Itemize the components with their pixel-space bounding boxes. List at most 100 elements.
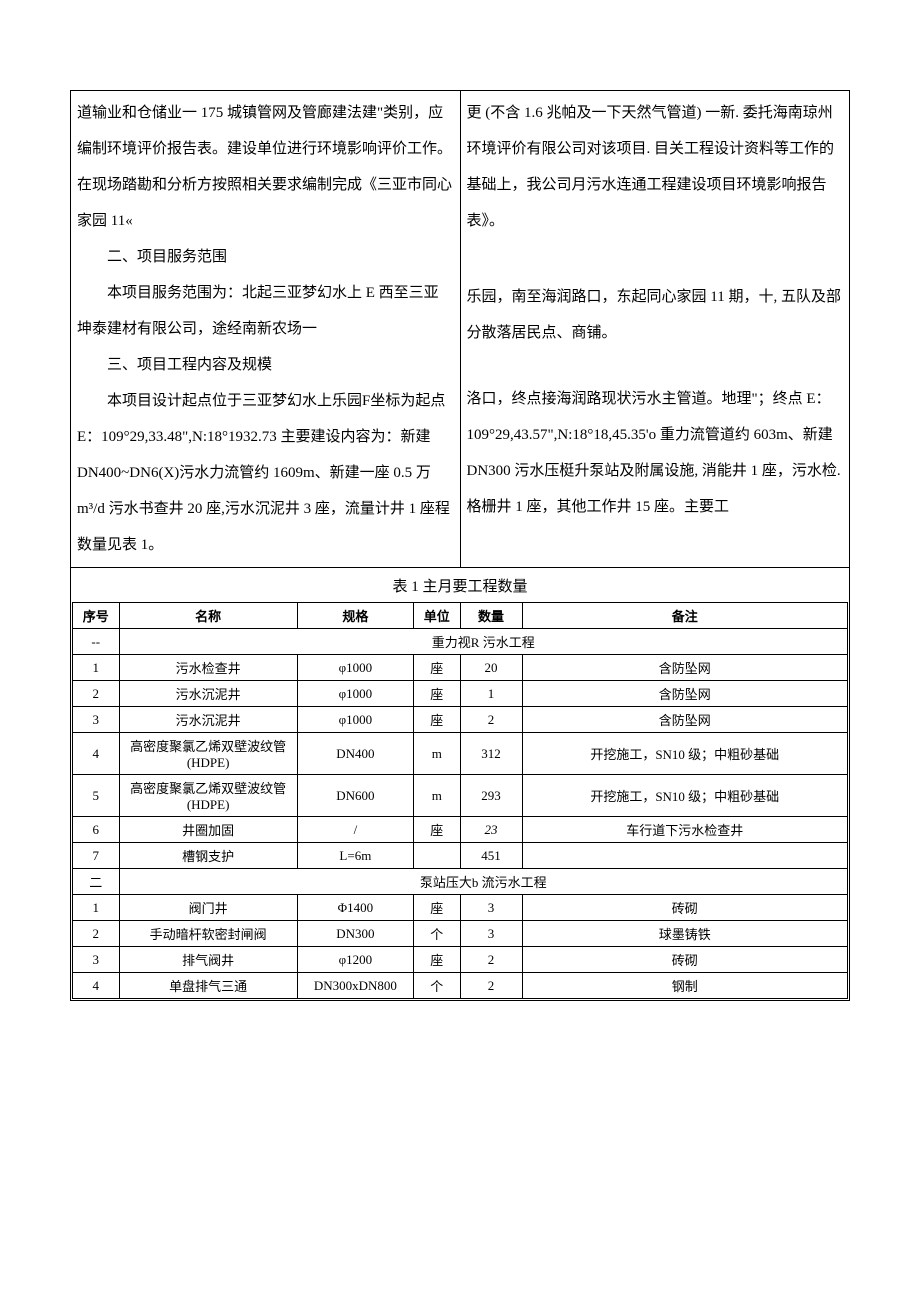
table-cell: 4 [73, 973, 120, 999]
left-p3: 本项目设计起点位于三亚梦幻水上乐园F坐标为起点 E：109°29,33.48",… [77, 383, 454, 563]
table-cell: 阀门井 [119, 895, 297, 921]
table-cell: 20 [460, 655, 522, 681]
table-cell: 个 [414, 921, 461, 947]
table-cell: 1 [73, 895, 120, 921]
table-cell: 手动暗杆软密封闸阀 [119, 921, 297, 947]
left-p1: 道输业和仓储业一 175 城镇管网及管廊建法建"类别，应编制环境评价报告表。建设… [77, 95, 454, 239]
table-cell: 污水沉泥井 [119, 681, 297, 707]
table-cell: 二 [73, 869, 120, 895]
table-cell: 1 [460, 681, 522, 707]
table-cell: DN400 [297, 733, 413, 775]
table-row: 1污水检查井φ1000座20含防坠网 [73, 655, 848, 681]
table-cell: m [414, 775, 461, 817]
table-cell: 3 [460, 895, 522, 921]
table-cell: L=6m [297, 843, 413, 869]
table-cell: 座 [414, 895, 461, 921]
table-row: 5高密度聚氯乙烯双壁波纹管(HDPE)DN600m293开挖施工，SN10 级；… [73, 775, 848, 817]
table-cell: 2 [73, 921, 120, 947]
table-cell: 槽钢支护 [119, 843, 297, 869]
table-cell: 污水检查井 [119, 655, 297, 681]
outer-frame: 道输业和仓储业一 175 城镇管网及管廊建法建"类别，应编制环境评价报告表。建设… [70, 90, 850, 1001]
table-cell: 3 [73, 707, 120, 733]
right-p2: 乐园，南至海润路口，东起同心家园 11 期，十, 五队及部分散落居民点、商铺。 [467, 279, 844, 351]
table-cell: 个 [414, 973, 461, 999]
table-cell: DN600 [297, 775, 413, 817]
table-cell: 4 [73, 733, 120, 775]
table-cell: 球墨铸铁 [522, 921, 848, 947]
table-header: 规格 [297, 603, 413, 629]
table-cell: φ1000 [297, 681, 413, 707]
table-header: 数量 [460, 603, 522, 629]
table-cell [414, 843, 461, 869]
table-row: 1阀门井Φ1400座3砖砌 [73, 895, 848, 921]
table-cell: 5 [73, 775, 120, 817]
table-cell: 2 [460, 947, 522, 973]
table-header: 序号 [73, 603, 120, 629]
table-cell: 293 [460, 775, 522, 817]
table-cell: φ1000 [297, 707, 413, 733]
table-row: 2手动暗杆软密封闸阀DN300个3球墨铸铁 [73, 921, 848, 947]
table-cell: 2 [73, 681, 120, 707]
table-cell: 高密度聚氯乙烯双壁波纹管(HDPE) [119, 733, 297, 775]
table-cell: 车行道下污水检查井 [522, 817, 848, 843]
right-p3: 洛口，终点接海润路现状污水主管道。地理"；终点 E：109°29,43.57",… [467, 381, 844, 525]
table-cell: 砖砌 [522, 895, 848, 921]
table-cell: 高密度聚氯乙烯双壁波纹管(HDPE) [119, 775, 297, 817]
table-cell: m [414, 733, 461, 775]
table-cell [522, 843, 848, 869]
table-cell: Φ1400 [297, 895, 413, 921]
table-cell: / [297, 817, 413, 843]
table-cell: 2 [460, 707, 522, 733]
table-cell: 3 [73, 947, 120, 973]
table-row: 6井圈加固/座23车行道下污水检查井 [73, 817, 848, 843]
table-cell: 含防坠网 [522, 681, 848, 707]
table-cell: 井圈加固 [119, 817, 297, 843]
right-column: 更 (不含 1.6 兆帕及一下天然气管道) 一新. 委托海南琼州环境评价有限公司… [460, 91, 850, 568]
table-row: 4单盘排气三通DN300xDN800个2钢制 [73, 973, 848, 999]
table-cell: 312 [460, 733, 522, 775]
table-cell: -- [73, 629, 120, 655]
table-cell: 6 [73, 817, 120, 843]
table-cell: φ1000 [297, 655, 413, 681]
table-cell: 1 [73, 655, 120, 681]
table-cell: 座 [414, 947, 461, 973]
table-cell: 7 [73, 843, 120, 869]
table-cell: 座 [414, 681, 461, 707]
table-row: 2污水沉泥井φ1000座1含防坠网 [73, 681, 848, 707]
left-h3: 三、项目工程内容及规模 [77, 347, 454, 383]
section-title: 重力视R 污水工程 [119, 629, 848, 655]
table-cell: DN300xDN800 [297, 973, 413, 999]
table-row: 3排气阀井φ1200座2砖砌 [73, 947, 848, 973]
left-column: 道输业和仓储业一 175 城镇管网及管廊建法建"类别，应编制环境评价报告表。建设… [71, 91, 461, 568]
table-cell: 单盘排气三通 [119, 973, 297, 999]
table-row: 4高密度聚氯乙烯双壁波纹管(HDPE)DN400m312开挖施工，SN10 级；… [73, 733, 848, 775]
table-cell: 23 [460, 817, 522, 843]
left-p2: 本项目服务范围为：北起三亚梦幻水上 E 西至三亚坤泰建材有限公司，途经南新农场一 [77, 275, 454, 347]
table-cell: 开挖施工，SN10 级；中粗砂基础 [522, 733, 848, 775]
left-h2: 二、项目服务范围 [77, 239, 454, 275]
data-table: 序号名称规格单位数量备注--重力视R 污水工程1污水检查井φ1000座20含防坠… [72, 602, 848, 999]
table-cell: 座 [414, 817, 461, 843]
section-title: 泵站压大b 流污水工程 [119, 869, 848, 895]
table-cell: 钢制 [522, 973, 848, 999]
table-cell: 座 [414, 707, 461, 733]
right-p1: 更 (不含 1.6 兆帕及一下天然气管道) 一新. 委托海南琼州环境评价有限公司… [467, 95, 844, 239]
table-cell: 开挖施工，SN10 级；中粗砂基础 [522, 775, 848, 817]
table-header: 单位 [414, 603, 461, 629]
table-row: 3污水沉泥井φ1000座2含防坠网 [73, 707, 848, 733]
table-cell: 3 [460, 921, 522, 947]
table-header: 备注 [522, 603, 848, 629]
table-cell: 451 [460, 843, 522, 869]
table-cell: 排气阀井 [119, 947, 297, 973]
table-cell: DN300 [297, 921, 413, 947]
table-cell: 污水沉泥井 [119, 707, 297, 733]
table-caption: 表 1 主月要工程数量 [72, 569, 848, 602]
table-cell: 2 [460, 973, 522, 999]
table-cell: 砖砌 [522, 947, 848, 973]
table-cell: 含防坠网 [522, 655, 848, 681]
table-cell: φ1200 [297, 947, 413, 973]
table-row: 7槽钢支护L=6m 451 [73, 843, 848, 869]
table-cell: 座 [414, 655, 461, 681]
table-header: 名称 [119, 603, 297, 629]
table-cell: 含防坠网 [522, 707, 848, 733]
